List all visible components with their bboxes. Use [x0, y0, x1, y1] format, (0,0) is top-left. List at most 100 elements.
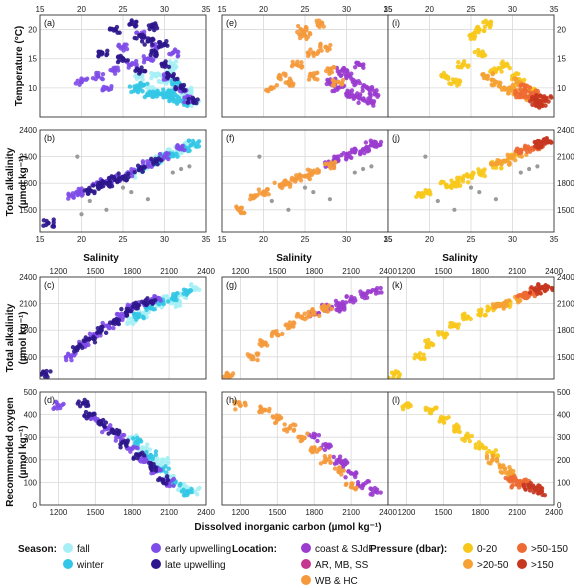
- data-point-0-20: [417, 351, 423, 356]
- data-point-early-upwelling: [116, 68, 121, 73]
- legend-marker: [517, 543, 527, 553]
- data-point-fall: [145, 442, 150, 447]
- data-point-gray: [477, 189, 482, 195]
- panel-label: (g): [226, 280, 237, 290]
- data-point-wb-hc: [322, 453, 328, 459]
- data-point-wb-hc: [327, 454, 333, 459]
- data-point-wb-hc: [269, 331, 275, 336]
- data-point-late-upwelling: [141, 453, 147, 458]
- data-point--150: [525, 482, 530, 488]
- data-point-gray: [286, 207, 291, 212]
- data-point-coast-sjdf: [378, 285, 383, 291]
- y-tick-label: 200: [557, 456, 571, 465]
- data-point-late-upwelling: [181, 82, 187, 88]
- x-tick-label: 1800: [305, 267, 323, 276]
- data-point-fall: [166, 460, 171, 465]
- data-point-wb-hc: [288, 78, 294, 84]
- data-point-late-upwelling: [85, 402, 90, 407]
- data-point--150: [536, 138, 542, 144]
- data-point-winter: [145, 81, 150, 87]
- data-point-0-20: [472, 30, 477, 36]
- data-point-early-upwelling: [167, 483, 172, 489]
- data-point-early-upwelling: [82, 342, 88, 348]
- data-point-wb-hc: [257, 191, 262, 196]
- data-point--150: [548, 139, 554, 144]
- y-tick-label: 2400: [557, 273, 574, 282]
- data-point--20-50: [501, 306, 506, 311]
- data-point-early-upwelling: [171, 476, 176, 482]
- data-point-late-upwelling: [166, 72, 172, 78]
- x-tick-label: 2400: [197, 508, 215, 517]
- data-point-early-upwelling: [71, 195, 76, 200]
- x-tick-label: 25: [301, 235, 310, 244]
- x-tick-label: 1800: [471, 508, 489, 517]
- data-point-early-upwelling: [78, 79, 84, 85]
- data-point-coast-sjdf: [311, 431, 316, 436]
- data-point--50-150: [513, 148, 519, 154]
- data-point-late-upwelling: [87, 185, 92, 191]
- data-point--150: [540, 492, 545, 498]
- data-point-late-upwelling: [42, 374, 48, 379]
- data-point-fall: [189, 281, 194, 287]
- data-point-fall: [189, 88, 194, 94]
- data-point-fall: [147, 447, 153, 452]
- data-point-0-20: [425, 342, 430, 347]
- data-point-late-upwelling: [51, 217, 56, 222]
- legend-label: >50-150: [531, 544, 568, 555]
- data-point-late-upwelling: [147, 37, 153, 42]
- panel-g: (g) 1200 1500 1800 2100 2400: [221, 267, 397, 380]
- data-point-early-upwelling: [149, 471, 154, 476]
- data-point-late-upwelling: [84, 337, 89, 342]
- data-point-early-upwelling: [70, 353, 75, 358]
- data-point-early-upwelling: [101, 87, 106, 92]
- data-point--50-150: [523, 290, 528, 296]
- data-point-0-20: [461, 59, 467, 64]
- legend-label: 0-20: [477, 544, 497, 555]
- data-point-coast-sjdf: [357, 96, 362, 101]
- data-point-0-20: [476, 47, 481, 53]
- legend-title: Location:: [232, 544, 277, 555]
- panel-k: (k) 1500 1800 2100 2400 1200 1500 1800 2100 2400: [387, 267, 574, 380]
- data-point-0-20: [468, 316, 473, 322]
- data-point-late-upwelling: [173, 86, 179, 92]
- data-point-late-upwelling: [164, 38, 169, 44]
- data-point-0-20: [432, 405, 438, 411]
- x-tick-label: 20: [259, 235, 268, 244]
- data-point-late-upwelling: [101, 423, 107, 429]
- data-point-winter: [153, 449, 159, 454]
- data-point--50-150: [509, 485, 514, 490]
- data-point-winter: [174, 151, 179, 157]
- x-tick-label: 25: [119, 5, 128, 14]
- data-point-wb-hc: [350, 485, 355, 490]
- data-point--150: [523, 487, 528, 492]
- data-point-0-20: [482, 173, 487, 179]
- data-point--150: [537, 286, 542, 292]
- data-point--20-50: [506, 87, 511, 92]
- data-point-late-upwelling: [134, 23, 139, 28]
- data-point-late-upwelling: [92, 340, 98, 345]
- data-point-gray: [369, 164, 374, 169]
- data-point-fall: [149, 75, 154, 81]
- data-point--150: [540, 284, 545, 290]
- data-point-wb-hc: [332, 466, 338, 471]
- data-point-late-upwelling: [116, 171, 121, 176]
- data-point-early-upwelling: [129, 446, 134, 451]
- data-point-0-20: [451, 424, 457, 429]
- data-point--20-50: [492, 82, 497, 87]
- y-tick-label: 500: [24, 388, 38, 397]
- data-point-winter: [155, 91, 160, 96]
- data-point-winter: [162, 91, 167, 96]
- data-point--20-50: [481, 71, 486, 77]
- data-point-late-upwelling: [96, 421, 101, 426]
- data-point-late-upwelling: [139, 299, 145, 305]
- data-point-late-upwelling: [135, 452, 140, 457]
- data-point--20-50: [506, 162, 512, 167]
- panel-label: (d): [44, 395, 55, 405]
- data-point-late-upwelling: [73, 346, 78, 351]
- data-point-wb-hc: [295, 23, 301, 29]
- data-point-coast-sjdf: [374, 88, 379, 93]
- data-point-late-upwelling: [171, 72, 176, 77]
- panel-label: (k): [392, 280, 403, 290]
- data-point--50-150: [524, 295, 530, 301]
